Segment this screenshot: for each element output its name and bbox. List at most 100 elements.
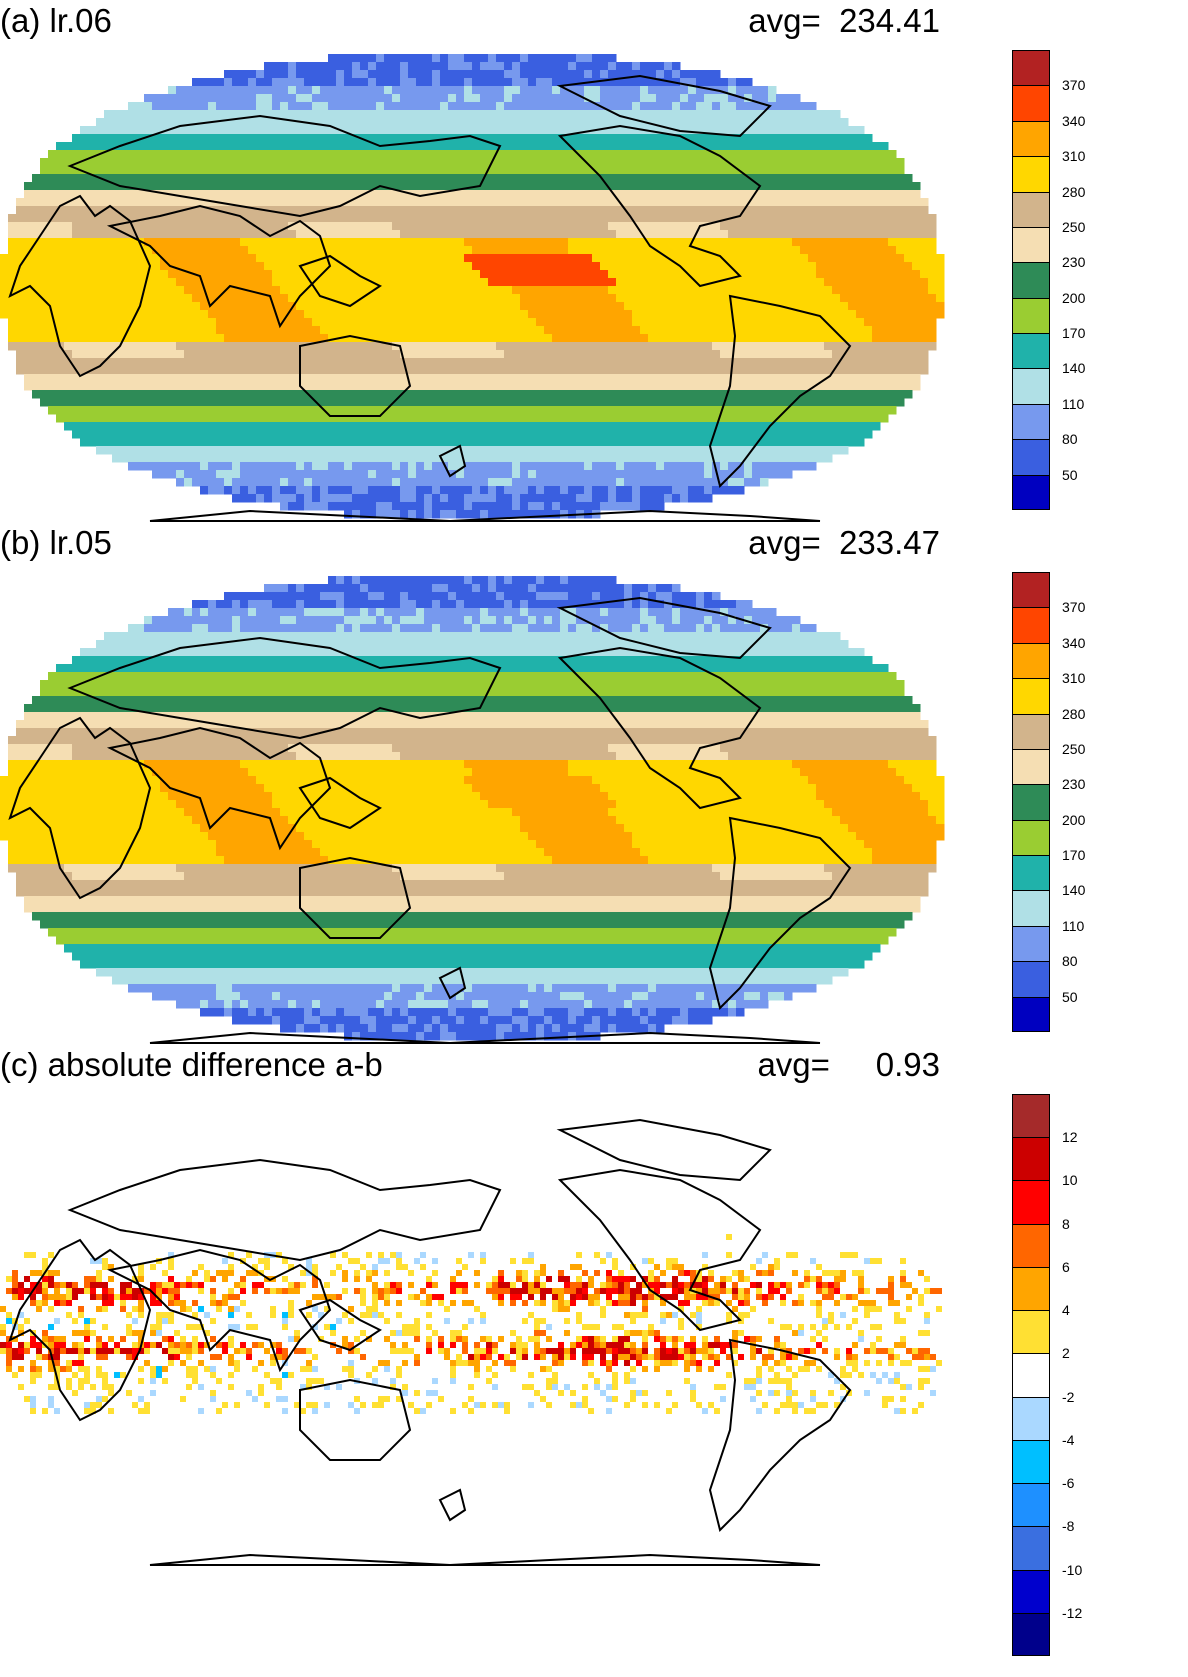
grid-cell [264, 414, 273, 423]
grid-cell [528, 270, 537, 279]
grid-cell [680, 142, 689, 151]
grid-cell [408, 278, 417, 287]
grid-cell [480, 150, 489, 159]
grid-cell [768, 406, 777, 415]
grid-cell [248, 238, 257, 247]
grid-cell [72, 150, 81, 159]
grid-cell [776, 134, 785, 143]
grid-cell [464, 94, 473, 103]
grid-cell [104, 342, 113, 351]
grid-cell [384, 318, 393, 327]
grid-cell [592, 254, 601, 263]
grid-cell [600, 326, 609, 335]
grid-cell [376, 278, 385, 287]
grid-cell [120, 318, 129, 327]
grid-cell [336, 390, 345, 399]
grid-cell [664, 414, 673, 423]
grid-cell [712, 118, 721, 127]
grid-cell [152, 158, 161, 167]
grid-cell [904, 278, 913, 287]
grid-cell [136, 430, 145, 439]
grid-cell [64, 238, 73, 247]
grid-cell [48, 174, 57, 183]
grid-cell [544, 294, 553, 303]
grid-cell [336, 318, 345, 327]
grid-cell [824, 310, 833, 319]
grid-cell [672, 150, 681, 159]
grid-cell [656, 78, 665, 87]
grid-cell [432, 126, 441, 135]
grid-cell [608, 310, 617, 319]
grid-cell [216, 358, 225, 367]
grid-cell [248, 270, 257, 279]
grid-cell [112, 214, 121, 223]
grid-cell [272, 214, 281, 223]
grid-cell [904, 182, 913, 191]
grid-cell [720, 406, 729, 415]
grid-cell [432, 134, 441, 143]
grid-cell [432, 358, 441, 367]
grid-cell [608, 182, 617, 191]
grid-cell [408, 430, 417, 439]
grid-cell [760, 270, 769, 279]
grid-cell [224, 342, 233, 351]
grid-cell [728, 110, 737, 119]
grid-cell [632, 214, 641, 223]
grid-cell [272, 326, 281, 335]
grid-cell [368, 190, 377, 199]
grid-cell [248, 206, 257, 215]
grid-cell [880, 302, 889, 311]
grid-cell [232, 238, 241, 247]
grid-cell [792, 142, 801, 151]
grid-cell [800, 334, 809, 343]
grid-cell [592, 190, 601, 199]
grid-cell [568, 78, 577, 87]
grid-cell [384, 126, 393, 135]
grid-cell [736, 358, 745, 367]
grid-cell [464, 118, 473, 127]
grid-cell [696, 334, 705, 343]
grid-cell [592, 430, 601, 439]
grid-cell [760, 158, 769, 167]
grid-cell [816, 358, 825, 367]
grid-cell [496, 398, 505, 407]
grid-cell [528, 118, 537, 127]
grid-cell [896, 278, 905, 287]
grid-cell [928, 254, 937, 263]
grid-cell [64, 414, 73, 423]
grid-cell [584, 310, 593, 319]
grid-cell [456, 262, 465, 271]
grid-cell [64, 422, 73, 431]
grid-cell [704, 222, 713, 231]
grid-cell [648, 118, 657, 127]
grid-cell [32, 382, 41, 391]
grid-cell [56, 214, 65, 223]
grid-cell [136, 118, 145, 127]
grid-cell [560, 334, 569, 343]
grid-cell [240, 262, 249, 271]
grid-cell [880, 166, 889, 175]
grid-cell [312, 374, 321, 383]
grid-cell [816, 374, 825, 383]
grid-cell [384, 86, 393, 95]
grid-cell [616, 134, 625, 143]
grid-cell [72, 214, 81, 223]
grid-cell [632, 358, 641, 367]
grid-cell [568, 198, 577, 207]
grid-cell [400, 326, 409, 335]
grid-cell [392, 406, 401, 415]
grid-cell [496, 150, 505, 159]
grid-cell [584, 182, 593, 191]
grid-cell [784, 326, 793, 335]
grid-cell [56, 390, 65, 399]
grid-cell [464, 406, 473, 415]
grid-cell [472, 294, 481, 303]
grid-cell [208, 182, 217, 191]
grid-cell [856, 366, 865, 375]
grid-cell [200, 174, 209, 183]
grid-cell [400, 246, 409, 255]
grid-cell [440, 78, 449, 87]
grid-cell [512, 222, 521, 231]
grid-cell [592, 118, 601, 127]
grid-cell [280, 422, 289, 431]
